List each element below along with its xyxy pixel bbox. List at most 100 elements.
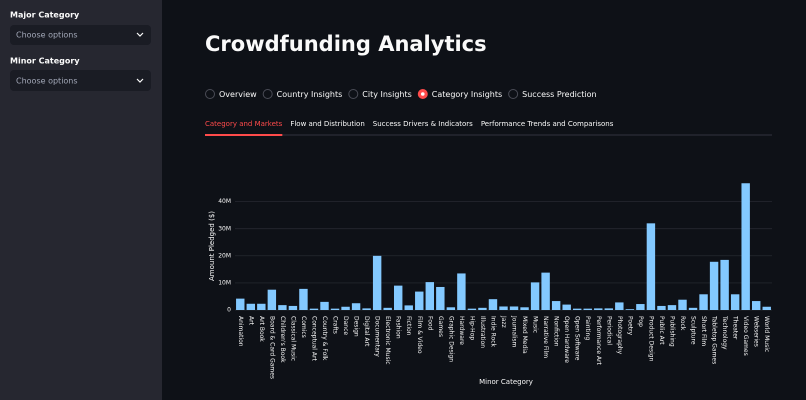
y-tick-label: 10M: [218, 279, 231, 286]
bar: [667, 305, 677, 310]
bar: [688, 307, 698, 310]
x-tick-label: Performance Art: [595, 316, 602, 366]
bar: [541, 272, 550, 310]
x-tick-label: Journalism: [511, 315, 518, 348]
x-tick-label: Nonfiction: [553, 316, 560, 347]
x-tick-label: Music: [532, 316, 539, 333]
x-tick-label: Narrative Film: [542, 316, 549, 358]
x-tick-label: Art Book: [258, 316, 265, 342]
bar: [699, 294, 708, 310]
bar: [604, 308, 614, 310]
bar: [636, 304, 645, 310]
bar: [457, 273, 466, 310]
bar: [351, 303, 361, 310]
x-tick-label: Theater: [732, 315, 739, 340]
y-tick-label: 20M: [218, 252, 231, 259]
bar: [572, 308, 582, 310]
x-tick-label: Fiction: [405, 316, 412, 336]
bar: [478, 307, 487, 310]
bar: [372, 255, 382, 310]
radio-label[interactable]: City Insights: [362, 90, 412, 99]
x-tick-label: Design: [353, 316, 360, 337]
tab[interactable]: Flow and Distribution: [290, 120, 364, 128]
x-tick-label: Pop: [637, 316, 644, 327]
bar: [436, 286, 445, 310]
bar: [446, 307, 456, 310]
radio[interactable]: [205, 89, 215, 99]
x-tick-label: Graphic Design: [447, 316, 454, 362]
bar: [709, 261, 719, 310]
x-tick-label: Digital Art: [363, 316, 370, 347]
bar: [657, 305, 666, 310]
bar: [720, 259, 729, 310]
bar: [278, 305, 287, 310]
x-tick-label: Mixed Media: [521, 316, 528, 354]
radio[interactable]: [508, 89, 519, 99]
x-tick-label: Painting: [584, 316, 591, 340]
field-label: Major Category: [10, 11, 80, 20]
bar: [415, 291, 424, 310]
bar: [762, 306, 771, 310]
select-placeholder: Choose options: [16, 31, 78, 40]
bar: [594, 308, 603, 310]
radio[interactable]: [348, 89, 359, 99]
x-tick-label: Hardware: [458, 316, 465, 345]
x-tick-label: Short Film: [700, 316, 707, 346]
x-tick-label: Open Software: [574, 316, 581, 361]
bar: [467, 308, 477, 310]
x-tick-label: Illustration: [479, 316, 486, 348]
x-axis-label: Minor Category: [479, 378, 533, 386]
chevron: [136, 78, 144, 83]
x-tick-label: Food: [426, 316, 433, 331]
bar: [393, 285, 403, 310]
bar: [520, 307, 529, 310]
x-tick-label: Technology: [721, 315, 728, 350]
x-tick-label: Art: [247, 316, 254, 326]
radio-dot: [420, 92, 425, 96]
bar: [562, 304, 571, 310]
radio-label[interactable]: Country Insights: [277, 90, 343, 99]
x-tick-label: Conceptual Art: [310, 316, 317, 361]
y-tick-label: 0: [227, 307, 231, 314]
bar: [362, 308, 371, 310]
x-tick-label: Electronic Music: [384, 316, 391, 365]
x-tick-label: Indie Rock: [489, 316, 496, 348]
y-tick-label: 40M: [218, 198, 231, 205]
y-tick-label: 30M: [218, 225, 231, 232]
x-tick-label: Fashion: [395, 316, 402, 339]
bar: [751, 301, 761, 310]
x-tick-label: Dance: [342, 316, 349, 335]
x-tick-label: World Music: [763, 316, 770, 352]
x-tick-label: Crafts: [332, 316, 339, 334]
x-tick-label: Games: [437, 316, 444, 337]
radio-label[interactable]: Success Prediction: [522, 90, 597, 99]
bar: [236, 298, 245, 310]
bar: [615, 302, 624, 310]
bar: [499, 306, 508, 310]
select-placeholder: Choose options: [16, 77, 78, 86]
radio[interactable]: [262, 89, 273, 99]
bar: [425, 282, 435, 310]
x-tick-label: Animation: [237, 316, 244, 347]
x-tick-label: Classical Music: [289, 316, 296, 361]
bar: [246, 303, 256, 310]
bar: [309, 308, 319, 310]
radio-label[interactable]: Overview: [219, 90, 257, 99]
x-tick-label: Hip-Hop: [468, 316, 475, 340]
select-box[interactable]: [10, 25, 151, 45]
x-tick-label: Tabletop Games: [711, 315, 718, 364]
tab[interactable]: Performance Trends and Comparisons: [481, 120, 614, 128]
x-tick-label: Product Design: [647, 316, 654, 362]
x-tick-label: Jazz: [500, 315, 507, 328]
x-tick-label: Country & Folk: [321, 316, 328, 361]
select-box[interactable]: [10, 70, 151, 91]
x-tick-label: Film & Video: [416, 316, 423, 354]
x-tick-label: Webseries: [753, 316, 760, 347]
bar: [404, 305, 413, 310]
tab[interactable]: Success Drivers & Indicators: [373, 120, 473, 128]
x-tick-label: Board & Card Games: [268, 316, 275, 379]
tab[interactable]: Category and Markets: [205, 120, 283, 128]
radio-label[interactable]: Category Insights: [432, 90, 502, 99]
